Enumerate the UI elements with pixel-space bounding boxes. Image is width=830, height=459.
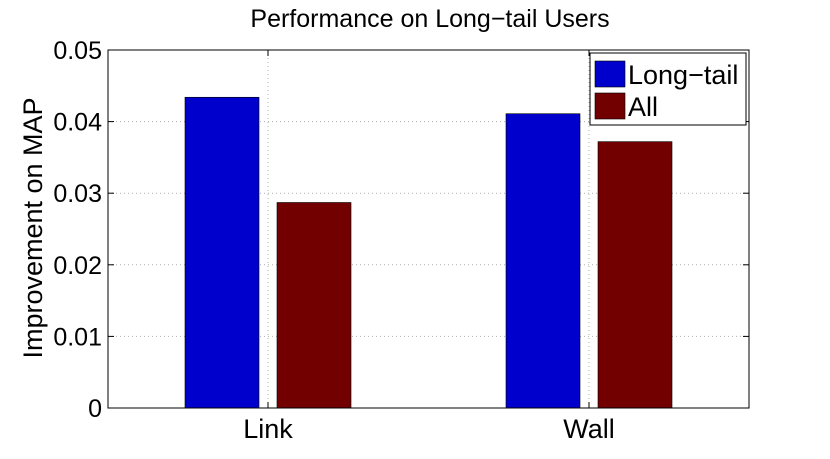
bar-wall-series-1 (597, 141, 673, 409)
y-tick-label: 0.02 (53, 252, 102, 280)
plot-frame (107, 49, 750, 409)
bar-link-series-1 (276, 202, 352, 409)
legend-label: All (628, 92, 658, 122)
y-axis-label: Improvement on MAP (18, 97, 48, 358)
y-tick-label: 0.05 (53, 37, 102, 65)
legend-label: Long−tail (628, 60, 738, 90)
legend-swatch (594, 60, 626, 88)
y-tick-label: 0.04 (53, 109, 102, 137)
legend-swatch (594, 92, 626, 120)
axis-ticks: 0 0.01 0.02 0.03 0.04 0.05 Link Wall (53, 37, 749, 444)
bar-link-series-0 (184, 96, 260, 409)
chart-title: Performance on Long−tail Users (250, 5, 609, 33)
bar-wall-series-0 (505, 113, 581, 409)
x-tick-label: Wall (563, 414, 615, 444)
x-tick-label: Link (243, 414, 293, 444)
y-tick-label: 0.01 (53, 323, 102, 351)
grid-lines (108, 50, 749, 408)
bars (184, 96, 673, 409)
y-tick-label: 0.03 (53, 180, 102, 208)
y-tick-label: 0 (88, 395, 102, 423)
